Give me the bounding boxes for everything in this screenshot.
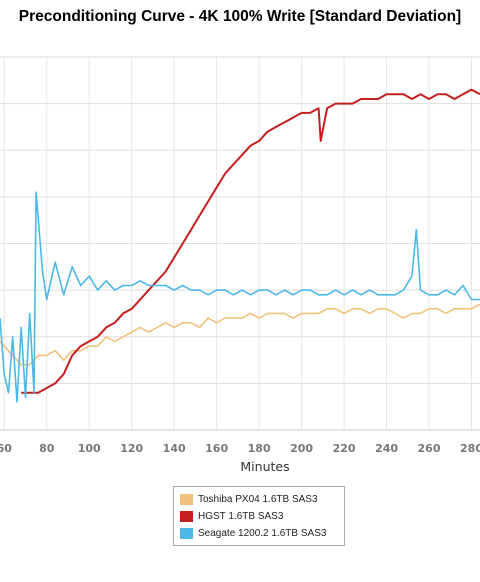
legend-item-toshiba: Toshiba PX04 1.6TB SAS3	[180, 492, 318, 506]
x-tick-label: 180	[248, 442, 271, 455]
series-line-seagate	[0, 191, 480, 403]
x-tick-label: 240	[375, 442, 398, 455]
legend-label-seagate: Seagate 1200.2 1.6TB SAS3	[198, 527, 327, 539]
x-tick-label: 160	[205, 442, 228, 455]
legend-label-hgst: HGST 1.6TB SAS3	[198, 510, 284, 522]
x-tick-label: 120	[120, 442, 143, 455]
legend-swatch-toshiba	[180, 493, 193, 505]
legend-swatch-hgst	[180, 510, 193, 522]
grid-lines	[0, 56, 480, 430]
x-tick-label: 80	[39, 442, 55, 455]
x-tick-labels: 60 80 100 120 140 160 180 200 220 240 260 280	[0, 442, 480, 455]
legend-item-hgst: HGST 1.6TB SAS3	[180, 509, 283, 523]
x-tick-label: 260	[418, 442, 441, 455]
x-tick-label: 200	[290, 442, 313, 455]
legend-label-toshiba: Toshiba PX04 1.6TB SAS3	[198, 493, 318, 505]
x-axis-label: Minutes	[240, 459, 290, 474]
legend-swatch-seagate	[180, 527, 193, 539]
x-tick-label: 100	[78, 442, 101, 455]
x-tick-label: 60	[0, 442, 12, 455]
chart-title: Preconditioning Curve - 4K 100% Write [S…	[18, 8, 462, 25]
series-line-toshiba	[0, 303, 480, 366]
series-lines	[0, 88, 480, 403]
legend: Toshiba PX04 1.6TB SAS3 HGST 1.6TB SAS3 …	[173, 486, 345, 546]
x-tick-label: 280	[460, 442, 480, 455]
x-tick-label: 220	[333, 442, 356, 455]
legend-item-seagate: Seagate 1200.2 1.6TB SAS3	[180, 526, 326, 540]
x-tick-label: 140	[163, 442, 186, 455]
series-line-hgst	[21, 88, 480, 394]
